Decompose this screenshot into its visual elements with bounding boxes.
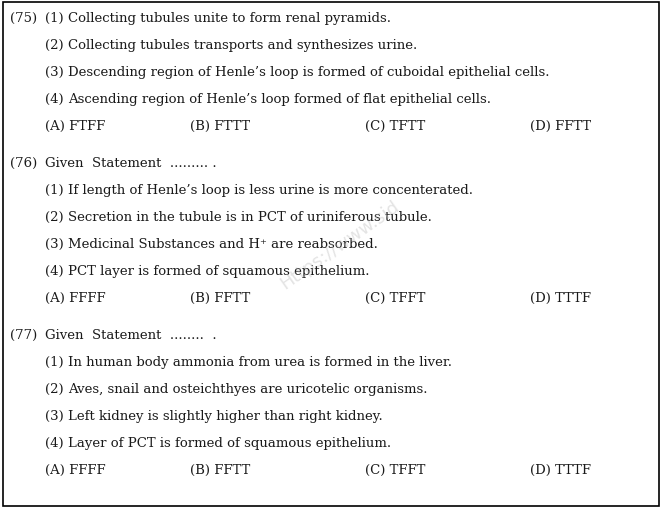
Text: If length of Henle’s loop is less urine is more concenterated.: If length of Henle’s loop is less urine … bbox=[68, 184, 473, 196]
Text: Ascending region of Henle’s loop formed of flat epithelial cells.: Ascending region of Henle’s loop formed … bbox=[68, 93, 491, 106]
Text: PCT layer is formed of squamous epithelium.: PCT layer is formed of squamous epitheli… bbox=[68, 265, 369, 277]
Text: (2): (2) bbox=[45, 211, 64, 223]
Text: (C) TFTT: (C) TFTT bbox=[365, 120, 425, 133]
Text: Secretion in the tubule is in PCT of uriniferous tubule.: Secretion in the tubule is in PCT of uri… bbox=[68, 211, 432, 223]
Text: (3): (3) bbox=[45, 238, 64, 250]
Text: (B) FFTT: (B) FFTT bbox=[190, 463, 250, 476]
Text: (D) TTTF: (D) TTTF bbox=[530, 292, 591, 304]
Text: (B) FFTT: (B) FFTT bbox=[190, 292, 250, 304]
Text: Layer of PCT is formed of squamous epithelium.: Layer of PCT is formed of squamous epith… bbox=[68, 436, 391, 449]
Text: (D) FFTT: (D) FFTT bbox=[530, 120, 591, 133]
Text: (2): (2) bbox=[45, 382, 64, 395]
Text: (1): (1) bbox=[45, 355, 64, 369]
Text: (1): (1) bbox=[45, 12, 64, 25]
Text: (B) FTTT: (B) FTTT bbox=[190, 120, 250, 133]
Text: Medicinal Substances and H⁺ are reabsorbed.: Medicinal Substances and H⁺ are reabsorb… bbox=[68, 238, 378, 250]
Text: Given  Statement  ......... .: Given Statement ......... . bbox=[45, 157, 216, 169]
Text: (77): (77) bbox=[10, 328, 37, 342]
Text: (3): (3) bbox=[45, 409, 64, 422]
Text: (A) FFFF: (A) FFFF bbox=[45, 292, 106, 304]
Text: Descending region of Henle’s loop is formed of cuboidal epithelial cells.: Descending region of Henle’s loop is for… bbox=[68, 66, 549, 79]
Text: (A) FFFF: (A) FFFF bbox=[45, 463, 106, 476]
Text: (C) TFFT: (C) TFFT bbox=[365, 463, 426, 476]
FancyBboxPatch shape bbox=[3, 3, 659, 506]
Text: (4): (4) bbox=[45, 265, 64, 277]
Text: (4): (4) bbox=[45, 436, 64, 449]
Text: In human body ammonia from urea is formed in the liver.: In human body ammonia from urea is forme… bbox=[68, 355, 452, 369]
Text: (2): (2) bbox=[45, 39, 64, 52]
Text: Collecting tubules unite to form renal pyramids.: Collecting tubules unite to form renal p… bbox=[68, 12, 391, 25]
Text: Aves, snail and osteichthyes are uricotelic organisms.: Aves, snail and osteichthyes are uricote… bbox=[68, 382, 428, 395]
Text: Https://www.sid: Https://www.sid bbox=[277, 197, 403, 292]
Text: (A) FTFF: (A) FTFF bbox=[45, 120, 105, 133]
Text: (1): (1) bbox=[45, 184, 64, 196]
Text: Collecting tubules transports and synthesizes urine.: Collecting tubules transports and synthe… bbox=[68, 39, 417, 52]
Text: Given  Statement  ........  .: Given Statement ........ . bbox=[45, 328, 216, 342]
Text: (D) TTTF: (D) TTTF bbox=[530, 463, 591, 476]
Text: (75): (75) bbox=[10, 12, 37, 25]
Text: (3): (3) bbox=[45, 66, 64, 79]
Text: (4): (4) bbox=[45, 93, 64, 106]
Text: (76): (76) bbox=[10, 157, 37, 169]
Text: Left kidney is slightly higher than right kidney.: Left kidney is slightly higher than righ… bbox=[68, 409, 383, 422]
Text: (C) TFFT: (C) TFFT bbox=[365, 292, 426, 304]
